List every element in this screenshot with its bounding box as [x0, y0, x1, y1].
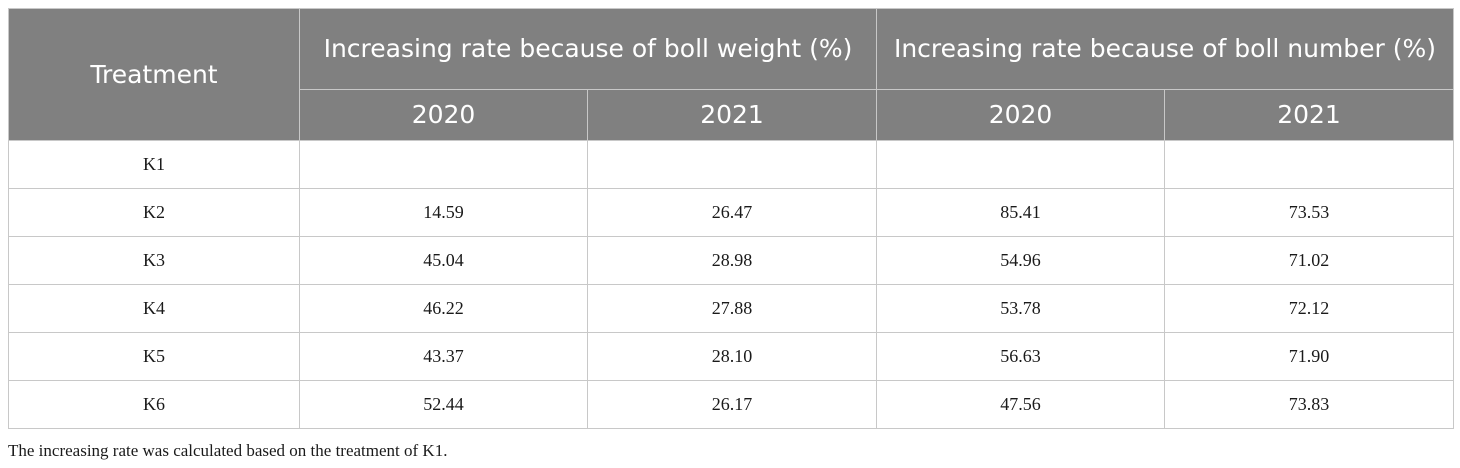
treatment-cell: K2 [8, 188, 300, 237]
value-cell: 26.47 [587, 188, 877, 237]
year-header: 2021 [1164, 89, 1454, 141]
treatment-cell: K6 [8, 380, 300, 429]
value-cell: 71.90 [1164, 332, 1454, 381]
year-header: 2020 [299, 89, 588, 141]
table-row: K5 43.37 28.10 56.63 71.90 [8, 332, 1454, 381]
value-cell: 14.59 [299, 188, 588, 237]
treatment-header: Treatment [8, 8, 300, 141]
table-row: K6 52.44 26.17 47.56 73.83 [8, 380, 1454, 429]
value-cell: 73.53 [1164, 188, 1454, 237]
value-cell [1164, 140, 1454, 189]
value-cell: 47.56 [876, 380, 1165, 429]
year-header: 2021 [587, 89, 877, 141]
boll-weight-group-header: Increasing rate because of boll weight (… [299, 8, 877, 90]
value-cell: 43.37 [299, 332, 588, 381]
year-header: 2020 [876, 89, 1165, 141]
treatment-cell: K3 [8, 236, 300, 285]
table-row: K1 [8, 140, 1454, 189]
treatment-cell: K1 [8, 140, 300, 189]
value-cell: 45.04 [299, 236, 588, 285]
treatment-cell: K5 [8, 332, 300, 381]
value-cell [587, 140, 877, 189]
value-cell: 71.02 [1164, 236, 1454, 285]
treatment-cell: K4 [8, 284, 300, 333]
table-row: K2 14.59 26.47 85.41 73.53 [8, 188, 1454, 237]
value-cell: 53.78 [876, 284, 1165, 333]
value-cell: 73.83 [1164, 380, 1454, 429]
value-cell: 26.17 [587, 380, 877, 429]
value-cell: 72.12 [1164, 284, 1454, 333]
value-cell: 52.44 [299, 380, 588, 429]
table-row: K4 46.22 27.88 53.78 72.12 [8, 284, 1454, 333]
value-cell: 28.10 [587, 332, 877, 381]
boll-number-group-header: Increasing rate because of boll number (… [876, 8, 1454, 90]
value-cell: 56.63 [876, 332, 1165, 381]
value-cell [299, 140, 588, 189]
value-cell: 46.22 [299, 284, 588, 333]
value-cell: 27.88 [587, 284, 877, 333]
table-container: Treatment Increasing rate because of bol… [8, 8, 1454, 429]
table-row: K3 45.04 28.98 54.96 71.02 [8, 236, 1454, 285]
value-cell: 85.41 [876, 188, 1165, 237]
header-row-years: 2020 2021 2020 2021 [9, 89, 1454, 141]
value-cell: 54.96 [876, 236, 1165, 285]
value-cell: 28.98 [587, 236, 877, 285]
header-row-groups: Treatment Increasing rate because of bol… [8, 8, 1454, 141]
table-footnote: The increasing rate was calculated based… [8, 441, 448, 460]
value-cell [876, 140, 1165, 189]
data-table: Treatment Increasing rate because of bol… [8, 8, 1454, 429]
